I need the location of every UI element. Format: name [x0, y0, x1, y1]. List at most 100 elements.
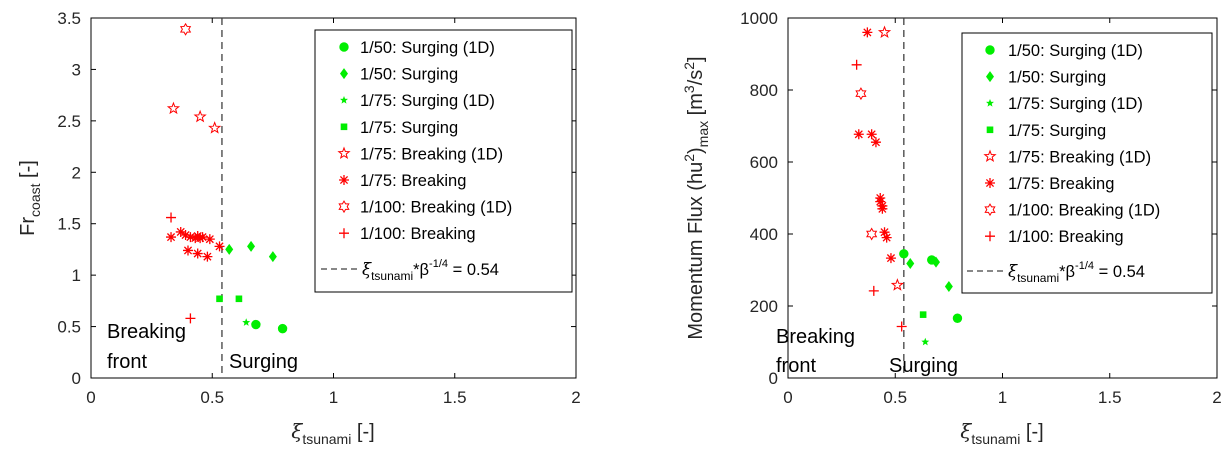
data-point [855, 87, 867, 101]
legend-box [961, 32, 1213, 294]
legend-marker [338, 200, 350, 214]
data-point [944, 281, 953, 293]
data-point [183, 245, 193, 256]
y-tick-label: 0 [72, 369, 81, 388]
x-tick-label: 2 [571, 388, 580, 407]
data-point [877, 203, 888, 214]
data-point [175, 226, 186, 237]
data-point [225, 243, 234, 255]
x-axis-label: ξtsunami [-] [291, 419, 374, 447]
y-axis-label: Frcoast [-] [17, 160, 43, 236]
data-point [277, 323, 288, 334]
data-point [208, 121, 222, 134]
axis-ticks [787, 17, 1218, 379]
x-tick-label: 0.5 [883, 388, 907, 407]
legend-box [314, 29, 573, 293]
legend-marker [985, 45, 995, 55]
legend-marker [983, 149, 997, 163]
region-label-breaking: Breaking [776, 326, 855, 348]
data-point [214, 241, 225, 252]
data-point [166, 101, 181, 115]
legend-marker [340, 96, 348, 104]
data-point [247, 240, 256, 252]
x-tick-label: 1 [329, 388, 338, 407]
data-point [202, 251, 213, 262]
y-tick-label: 1 [72, 266, 81, 285]
legend-label: 1/50: Surging (1D) [360, 39, 495, 57]
data-point [899, 249, 909, 259]
data-point [185, 313, 196, 324]
legend-label: 1/75: Surging (1D) [1008, 95, 1143, 113]
data-markers [166, 22, 288, 334]
legend-label: 1/100: Breaking (1D) [360, 199, 512, 217]
y-tick-label: 0 [769, 369, 778, 388]
data-point [192, 248, 203, 259]
data-point [180, 230, 191, 241]
x-tick-label: 1.5 [443, 388, 467, 407]
data-point [166, 212, 177, 223]
legend-label: 1/100: Breaking [360, 225, 476, 243]
data-point [879, 227, 890, 238]
data-point [862, 27, 873, 38]
legend-label: 1/100: Breaking [1008, 228, 1124, 246]
legend-marker [984, 203, 996, 217]
y-tick-label: 600 [750, 153, 778, 172]
data-point [268, 251, 277, 263]
legend-marker [337, 146, 351, 160]
legend-marker [339, 228, 349, 239]
data-point [875, 196, 886, 207]
data-point [193, 109, 207, 123]
data-point [242, 318, 251, 326]
legend-marker [986, 126, 994, 134]
legend-label: 1/100: Breaking (1D) [1008, 202, 1160, 220]
data-point [853, 129, 864, 140]
legend-marker [986, 71, 994, 83]
data-point [906, 258, 915, 270]
y-tick-labels: 0 0.5 1 1.5 2 2.5 3 3.5 [57, 9, 81, 388]
legend-threshold-label: ξtsunami*β-1/4 = 0.54 [1008, 260, 1145, 285]
y-tick-label: 200 [750, 297, 778, 316]
legend-items: 1/50: Surging (1D) 1/50: Surging 1/75: Sur… [337, 39, 512, 243]
y-tick-label: 400 [750, 225, 778, 244]
legend-marker [339, 175, 349, 185]
y-tick-labels: 0 200 400 600 800 1000 [740, 9, 778, 388]
data-point [216, 295, 223, 303]
data-point [179, 22, 192, 36]
legend-marker [985, 178, 995, 188]
y-tick-label: 3.5 [57, 9, 81, 28]
data-point [851, 59, 862, 70]
x-tick-labels: 0 0.5 1 1.5 2 [783, 388, 1221, 407]
legend-label: 1/75: Surging (1D) [360, 92, 495, 110]
data-point [896, 321, 907, 332]
legend-label: 1/75: Surging [360, 119, 458, 137]
legend-marker [340, 68, 348, 80]
region-label-front: front [776, 355, 816, 377]
data-point [881, 232, 892, 243]
data-point [204, 234, 215, 245]
y-axis-label: Momentum Flux (hu2)max [m3/s2] [681, 56, 711, 339]
data-point [870, 137, 881, 148]
y-tick-label: 0.5 [57, 318, 81, 337]
legend-label: 1/75: Breaking [1008, 175, 1114, 193]
y-tick-label: 2 [72, 163, 81, 182]
x-tick-label: 1.5 [1098, 388, 1122, 407]
data-point [185, 232, 196, 243]
region-label-surging: Surging [889, 355, 958, 377]
data-point [866, 227, 878, 241]
legend-label: 1/50: Surging (1D) [1008, 42, 1143, 60]
legend-label: 1/50: Surging [360, 66, 458, 84]
data-point [197, 232, 208, 243]
region-label-breaking: Breaking [107, 321, 186, 343]
x-axis-label: ξtsunami [-] [960, 419, 1043, 447]
fr-coast-chart: 0 0.5 1 1.5 2 2.5 3 3.5 0 0.5 1 1.5 2 Breaking fron… [17, 9, 581, 447]
y-tick-label: 3 [72, 60, 81, 79]
data-point [166, 232, 177, 243]
data-markers [851, 25, 963, 346]
x-tick-label: 0.5 [200, 388, 224, 407]
legend-marker [340, 123, 348, 131]
data-point [866, 129, 877, 140]
legend-items: 1/50: Surging (1D) 1/50: Surging 1/75: Sur… [983, 42, 1160, 246]
y-tick-label: 2.5 [57, 112, 81, 131]
legend: 1/50: Surging (1D) 1/50: Surging 1/75: Sur… [314, 29, 573, 293]
